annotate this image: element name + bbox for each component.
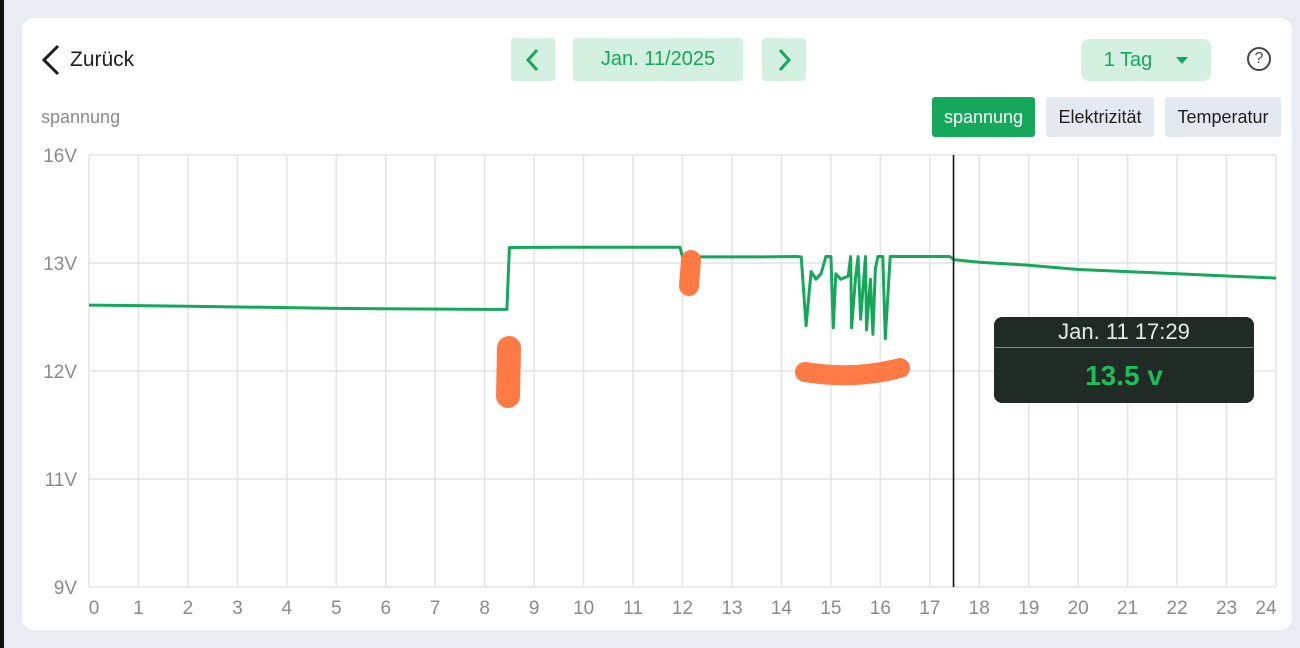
y-axis-labels: 9V 11V 12V 13V 16V [43,146,77,599]
back-label: Zurück [70,48,135,71]
x-tick-label: 5 [331,598,342,619]
chart-title: spannung [41,107,121,127]
chevron-left-icon [41,44,60,76]
x-tick-label: 17 [919,598,940,619]
x-tick-label: 21 [1117,598,1138,619]
y-tick-label: 9V [54,578,78,599]
x-tick-label: 8 [479,598,490,619]
highlight-mark-3 [795,358,910,386]
y-tick-label: 12V [43,362,77,383]
chevron-left-icon [525,48,539,71]
x-tick-label: 4 [282,598,293,619]
back-button[interactable]: Zurück [40,42,134,78]
x-tick-label: 10 [573,598,594,619]
x-tick-label: 13 [721,598,742,619]
x-tick-label: 2 [183,598,194,619]
help-icon[interactable]: ? [1247,47,1271,71]
tab-spannung[interactable]: spannung [932,97,1035,137]
chart-grid [88,154,1277,588]
x-tick-label: 19 [1018,598,1039,619]
x-tick-label: 9 [529,598,540,619]
value-tooltip: Jan. 11 17:29 13.5 v [994,317,1254,403]
y-tick-label: 13V [43,254,77,275]
tooltip-value: 13.5 v [1085,360,1163,391]
chevron-right-icon [778,48,792,71]
date-display[interactable]: Jan. 11/2025 [573,38,743,81]
y-tick-label: 16V [43,146,77,167]
x-tick-label: 11 [623,598,643,619]
highlight-mark-1 [496,336,521,408]
x-tick-label: 20 [1068,598,1089,619]
x-tick-label: 14 [771,598,793,619]
x-tick-label: 3 [232,598,243,619]
tooltip-time: Jan. 11 17:29 [994,317,1254,348]
x-tick-label: 24 [1255,598,1277,619]
x-tick-label: 16 [870,598,891,619]
caret-down-icon [1176,56,1189,64]
x-tick-label: 0 [89,598,100,619]
x-tick-label: 7 [430,598,441,619]
tab-temperatur[interactable]: Temperatur [1165,97,1281,137]
x-tick-label: 23 [1216,598,1237,619]
tab-elektrizitaet[interactable]: Elektrizität [1046,97,1154,137]
x-tick-label: 18 [969,598,990,619]
x-tick-label: 22 [1167,598,1188,619]
x-tick-label: 6 [380,598,391,619]
x-tick-label: 1 [133,598,144,619]
screen-edge [0,0,4,648]
highlight-mark-2 [679,250,701,296]
previous-day-button[interactable] [511,38,555,81]
highlight-marks [496,250,910,408]
range-label: 1 Tag [1103,48,1153,71]
next-day-button[interactable] [762,38,806,81]
x-tick-label: 12 [672,598,693,619]
x-tick-label: 15 [820,598,841,619]
range-dropdown[interactable]: 1 Tag [1081,39,1211,81]
x-axis-labels: 0 1 2 3 4 5 6 7 8 9 10 11 12 13 14 15 16 17 18 19 20 21 22 23 24 [89,598,1277,619]
y-tick-label: 11V [45,470,78,491]
